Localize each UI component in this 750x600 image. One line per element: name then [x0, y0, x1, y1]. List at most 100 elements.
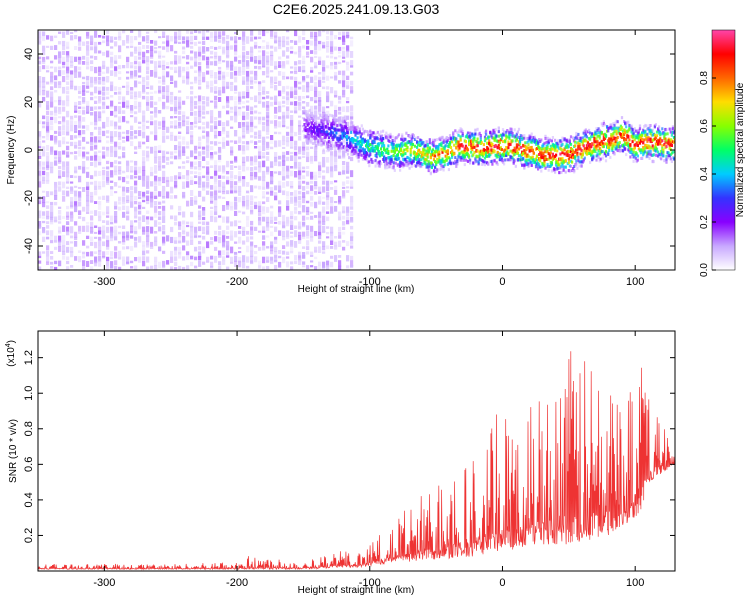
noise-cell	[98, 155, 102, 163]
track-cell	[306, 128, 309, 131]
noise-cell	[246, 265, 250, 269]
noise-cell	[154, 120, 158, 126]
noise-cell	[102, 220, 106, 223]
noise-cell	[330, 235, 334, 242]
noise-cell	[286, 181, 290, 187]
track-cell	[392, 161, 395, 165]
noise-cell	[118, 76, 122, 80]
noise-cell	[162, 55, 166, 58]
noise-cell	[326, 55, 330, 58]
track-cell	[649, 149, 652, 153]
noise-cell	[106, 35, 110, 42]
noise-cell	[70, 151, 74, 155]
noise-cell	[222, 60, 226, 63]
noise-cell	[186, 66, 190, 71]
noise-cell	[314, 231, 318, 237]
noise-cell	[222, 40, 226, 44]
noise-cell	[302, 186, 306, 191]
track-cell	[425, 140, 428, 143]
noise-cell	[242, 71, 246, 75]
noise-cell	[54, 140, 58, 145]
noise-cell	[86, 251, 90, 257]
noise-cell	[310, 56, 314, 63]
noise-cell	[286, 106, 290, 112]
track-cell	[589, 137, 592, 141]
noise-cell	[122, 116, 126, 122]
track-cell	[585, 152, 588, 155]
noise-cell	[242, 125, 246, 132]
track-cell	[552, 143, 556, 147]
noise-cell	[214, 117, 218, 121]
noise-cell	[122, 191, 126, 196]
noise-cell	[190, 165, 194, 170]
noise-cell	[350, 65, 354, 68]
noise-cell	[106, 246, 110, 250]
noise-cell	[94, 160, 98, 168]
noise-cell	[130, 170, 134, 173]
track-cell	[576, 152, 579, 155]
noise-cell	[314, 86, 318, 92]
noise-cell	[126, 160, 130, 166]
noise-cell	[286, 96, 290, 101]
track-cell	[569, 142, 573, 146]
noise-cell	[138, 145, 142, 149]
noise-cell	[66, 51, 70, 58]
track-cell	[614, 136, 617, 140]
noise-cell	[338, 51, 342, 54]
noise-cell	[306, 240, 310, 246]
noise-cell	[330, 62, 334, 66]
noise-cell	[310, 105, 314, 113]
noise-cell	[142, 191, 146, 198]
noise-cell	[102, 151, 106, 156]
track-cell	[513, 135, 516, 139]
noise-cell	[58, 55, 62, 61]
track-cell	[651, 138, 654, 142]
noise-cell	[318, 246, 322, 253]
noise-cell	[122, 260, 126, 266]
noise-cell	[70, 230, 74, 235]
noise-cell	[54, 260, 58, 265]
noise-cell	[350, 51, 354, 58]
noise-cell	[74, 130, 78, 133]
noise-cell	[278, 230, 282, 236]
noise-cell	[226, 245, 230, 251]
noise-cell	[154, 191, 158, 197]
track-cell	[431, 138, 435, 142]
noise-cell	[158, 55, 162, 59]
track-cell	[631, 140, 634, 144]
track-cell	[340, 146, 343, 150]
track-cell	[649, 131, 652, 135]
noise-cell	[246, 256, 250, 263]
noise-cell	[162, 231, 166, 235]
noise-cell	[306, 190, 310, 195]
track-cell	[563, 138, 566, 142]
track-cell	[598, 128, 601, 132]
noise-cell	[66, 131, 70, 136]
noise-cell	[66, 246, 70, 253]
noise-cell	[134, 46, 138, 51]
noise-cell	[290, 211, 294, 215]
noise-cell	[334, 165, 338, 172]
track-cell	[343, 147, 346, 150]
noise-cell	[282, 190, 286, 196]
noise-cell	[314, 105, 318, 110]
noise-cell	[142, 156, 146, 163]
noise-cell	[330, 161, 334, 167]
noise-cell	[114, 126, 118, 130]
noise-cell	[206, 230, 210, 235]
noise-cell	[134, 211, 138, 218]
noise-cell	[90, 162, 94, 166]
noise-cell	[202, 231, 206, 234]
track-cell	[321, 137, 324, 141]
noise-cell	[98, 126, 102, 131]
noise-cell	[102, 195, 106, 200]
noise-cell	[198, 246, 202, 251]
track-cell	[430, 161, 433, 165]
track-cell	[647, 152, 650, 156]
track-cell	[371, 144, 374, 148]
noise-cell	[62, 225, 66, 232]
noise-cell	[86, 186, 90, 191]
noise-cell	[258, 205, 262, 212]
noise-cell	[82, 260, 86, 267]
noise-cell	[58, 85, 62, 89]
